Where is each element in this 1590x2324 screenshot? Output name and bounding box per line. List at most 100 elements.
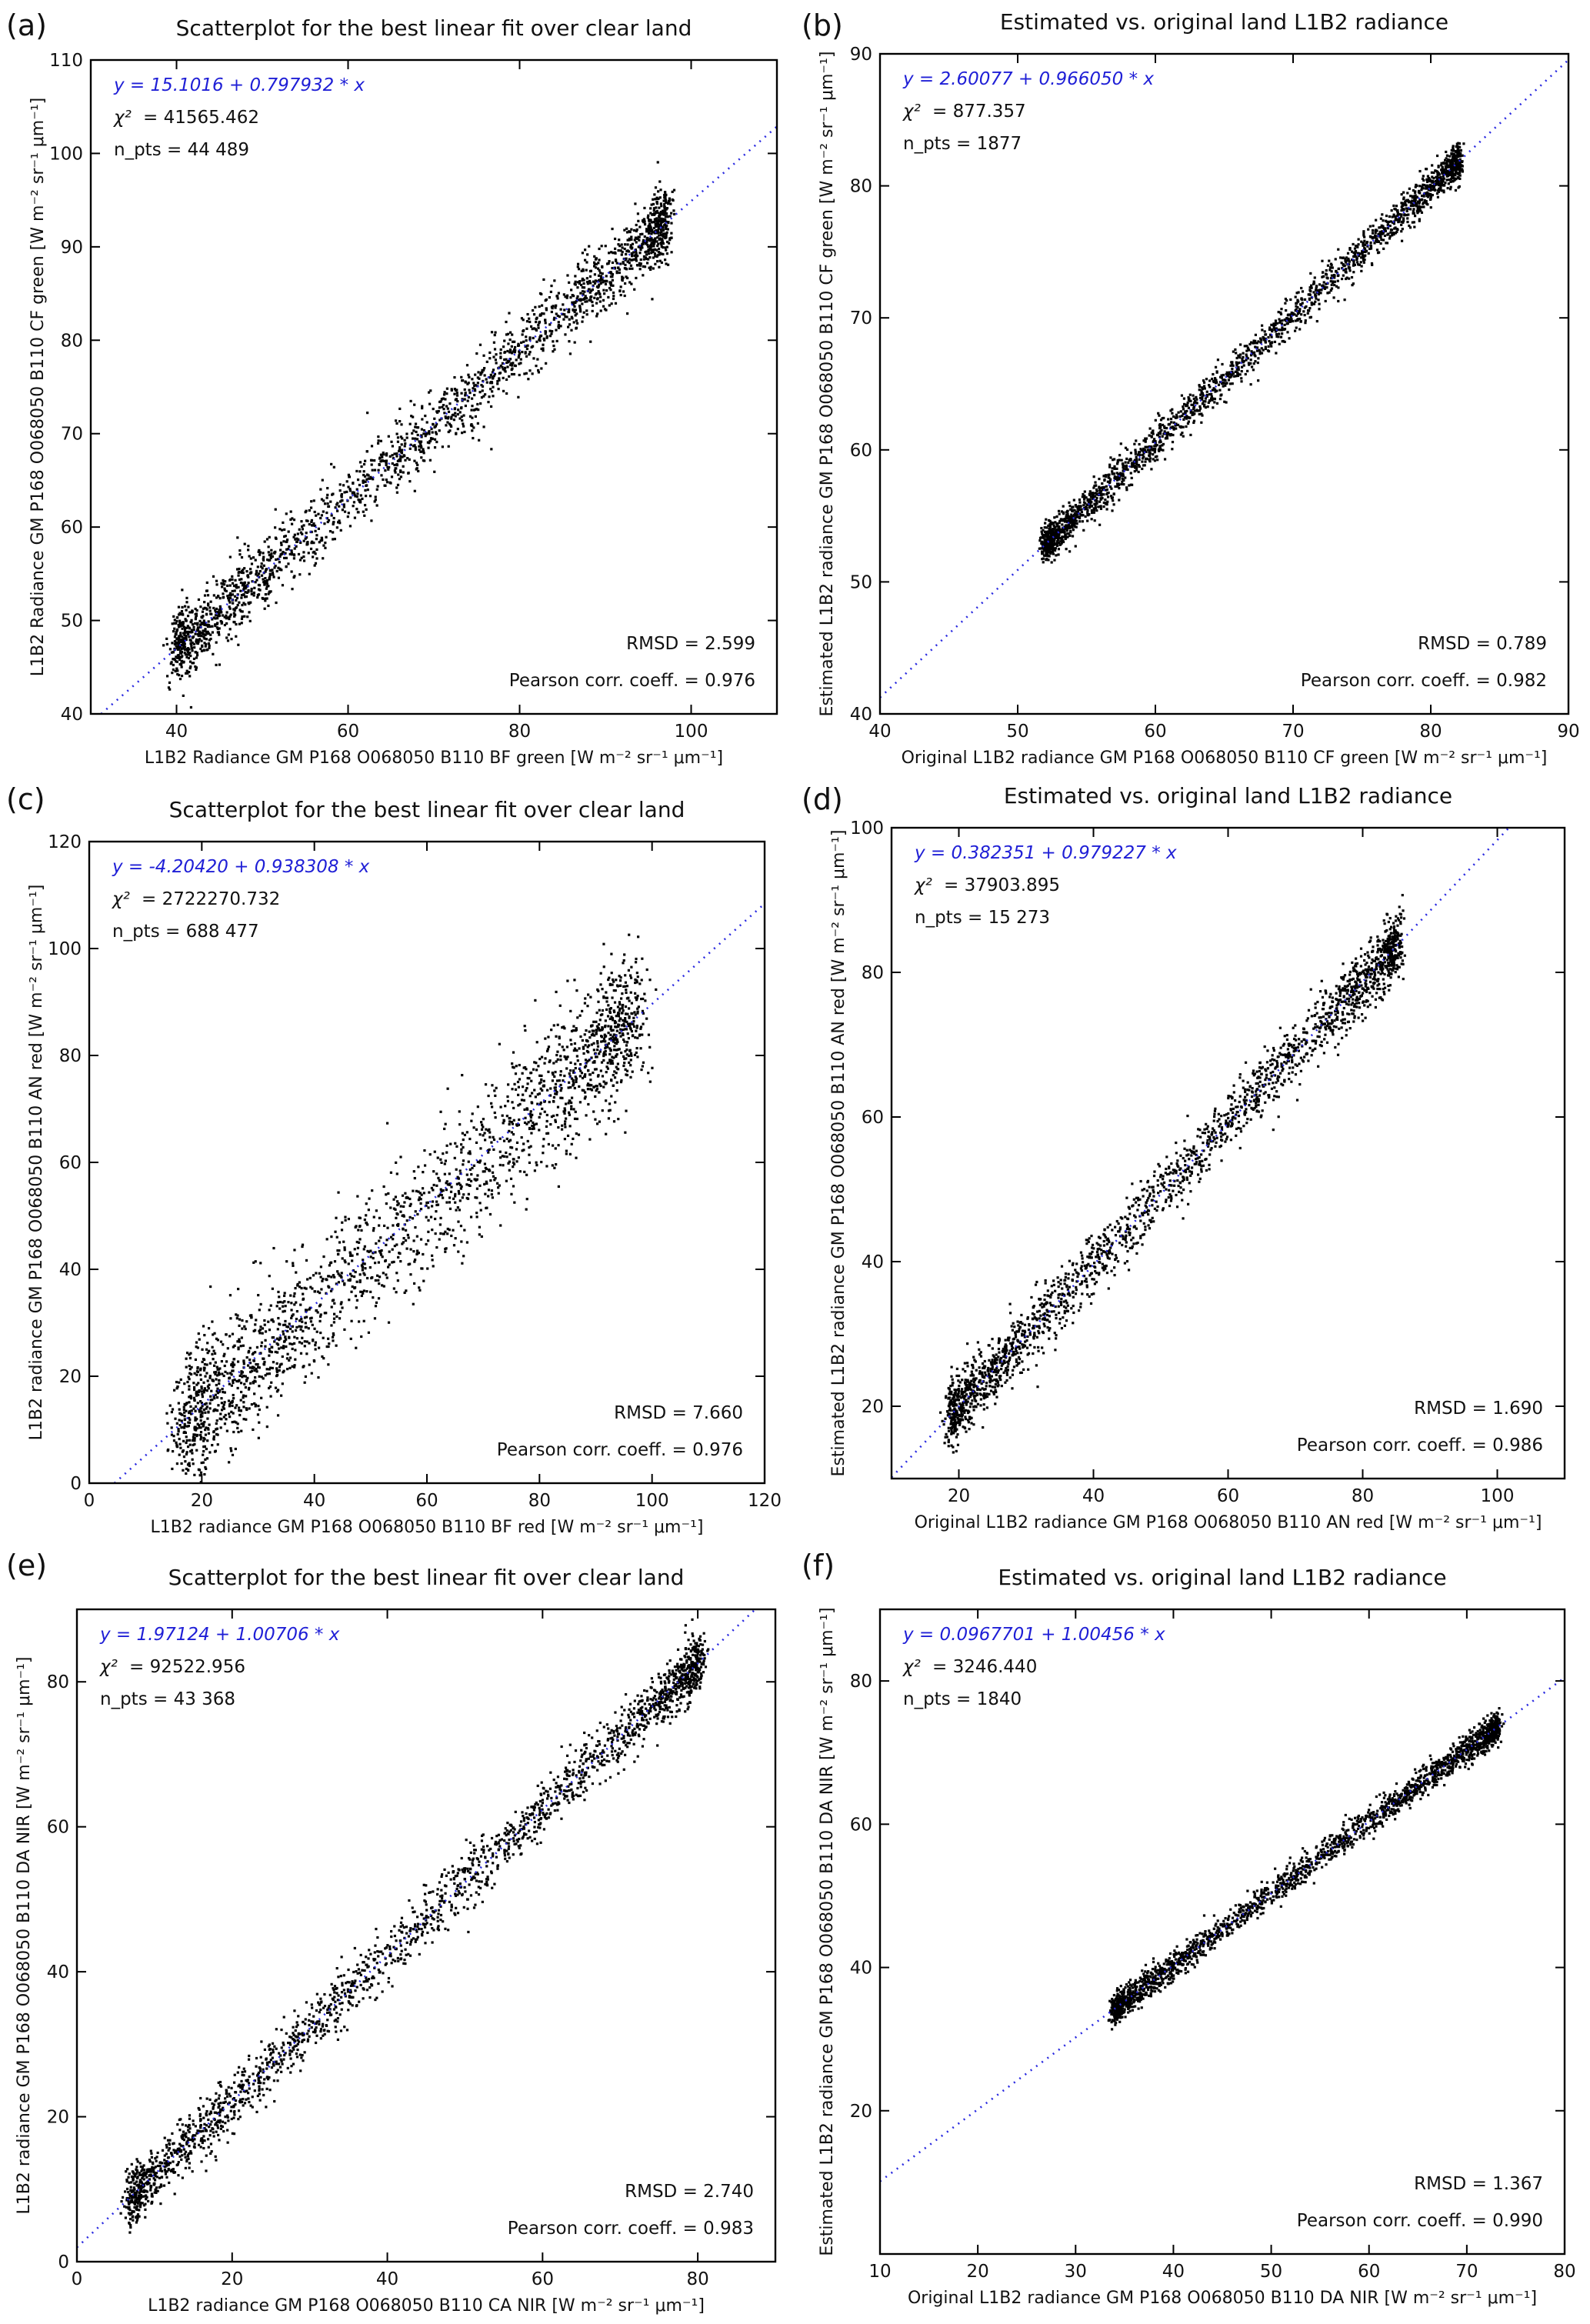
scatter-point — [575, 319, 578, 322]
scatter-point — [192, 662, 195, 665]
scatter-point — [1452, 152, 1455, 155]
scatter-point — [1198, 388, 1201, 392]
scatter-point — [228, 596, 232, 599]
scatter-point — [471, 425, 474, 428]
scatter-point — [608, 260, 611, 263]
scatter-point — [512, 372, 516, 376]
scatter-point — [657, 234, 661, 237]
scatter-point — [601, 278, 604, 282]
scatter-point — [638, 268, 642, 271]
scatter-point — [192, 635, 195, 639]
scatter-point — [552, 344, 555, 348]
scatter-point — [434, 425, 438, 428]
scatter-point — [1073, 508, 1076, 512]
scatter-point — [498, 1150, 502, 1153]
scatter-point — [1304, 319, 1307, 322]
scatter-point — [1447, 165, 1450, 168]
scatter-point — [1162, 416, 1165, 420]
scatter-point — [1434, 169, 1437, 172]
scatter-point — [1418, 185, 1422, 188]
scatter-point — [1385, 219, 1388, 222]
scatter-point — [1250, 350, 1253, 353]
scatter-point — [1212, 406, 1215, 409]
scatter-point — [432, 407, 435, 411]
scatter-point — [595, 315, 598, 318]
scatter-point — [581, 290, 585, 293]
scatter-point — [586, 1005, 589, 1008]
scatter-point — [1413, 200, 1417, 203]
scatter-point — [1042, 528, 1045, 532]
scatter-point — [655, 225, 658, 228]
scatter-point — [622, 262, 625, 265]
scatter-point — [1150, 468, 1153, 471]
scatter-point — [618, 238, 621, 242]
scatter-point — [528, 317, 531, 320]
scatter-point — [566, 274, 569, 277]
scatter-point — [1245, 355, 1248, 358]
scatter-point — [557, 325, 560, 328]
scatter-point — [1094, 481, 1097, 484]
scatter-point — [369, 1249, 372, 1252]
scatter-point — [1352, 262, 1355, 265]
scatter-point — [207, 604, 210, 607]
scatter-point — [613, 1070, 616, 1073]
scatter-point — [258, 572, 261, 575]
scatter-point — [1218, 398, 1222, 401]
scatter-point — [460, 392, 463, 395]
scatter-point — [563, 308, 566, 312]
scatter-point — [1428, 193, 1431, 196]
scatter-point — [175, 632, 178, 636]
scatter-point — [643, 235, 646, 238]
scatter-point — [505, 320, 508, 324]
scatter-point — [1065, 511, 1068, 514]
scatter-point — [392, 457, 395, 460]
scatter-point — [1157, 432, 1160, 435]
scatter-point — [190, 1365, 193, 1369]
scatter-point — [657, 220, 660, 223]
scatter-point — [573, 1042, 577, 1045]
scatter-point — [175, 619, 178, 623]
scatter-point — [1181, 414, 1184, 418]
scatter-point — [194, 607, 197, 611]
scatter-point — [230, 1384, 233, 1387]
scatter-point — [1344, 257, 1347, 261]
scatter-point — [1253, 351, 1256, 354]
scatter-point — [1457, 145, 1460, 148]
scatter-point — [185, 1452, 188, 1455]
scatter-point — [1239, 343, 1242, 346]
scatter-point — [1277, 311, 1280, 314]
scatter-point — [1115, 475, 1119, 478]
scatter-point — [1102, 475, 1105, 478]
scatter-point — [1452, 145, 1455, 148]
scatter-point — [599, 282, 602, 285]
scatter-point — [1211, 388, 1214, 392]
scatter-point — [172, 663, 175, 667]
scatter-point — [197, 598, 201, 602]
scatter-point — [1299, 320, 1302, 323]
scatter-point — [1298, 328, 1302, 331]
scatter-point — [312, 555, 315, 558]
scatter-point — [1245, 349, 1248, 352]
scatter-point — [1054, 521, 1057, 524]
scatter-point — [647, 225, 651, 228]
scatter-point — [653, 252, 656, 255]
scatter-point — [1158, 432, 1162, 435]
scatter-point — [619, 249, 622, 252]
scatter-point — [1363, 243, 1367, 246]
scatter-point — [1240, 380, 1243, 383]
scatter-point — [428, 439, 432, 442]
scatter-point — [482, 425, 485, 428]
scatter-point — [1192, 419, 1196, 422]
scatter-point — [1325, 282, 1328, 285]
scatter-point — [310, 520, 313, 523]
scatter-point — [491, 375, 494, 378]
scatter-point — [373, 1317, 377, 1320]
scatter-point — [1350, 250, 1354, 253]
scatter-point — [357, 498, 360, 502]
scatter-point — [1050, 542, 1054, 545]
scatter-point — [542, 312, 545, 315]
scatter-point — [317, 527, 320, 530]
scatter-point — [398, 448, 402, 452]
scatter-point — [225, 589, 228, 592]
